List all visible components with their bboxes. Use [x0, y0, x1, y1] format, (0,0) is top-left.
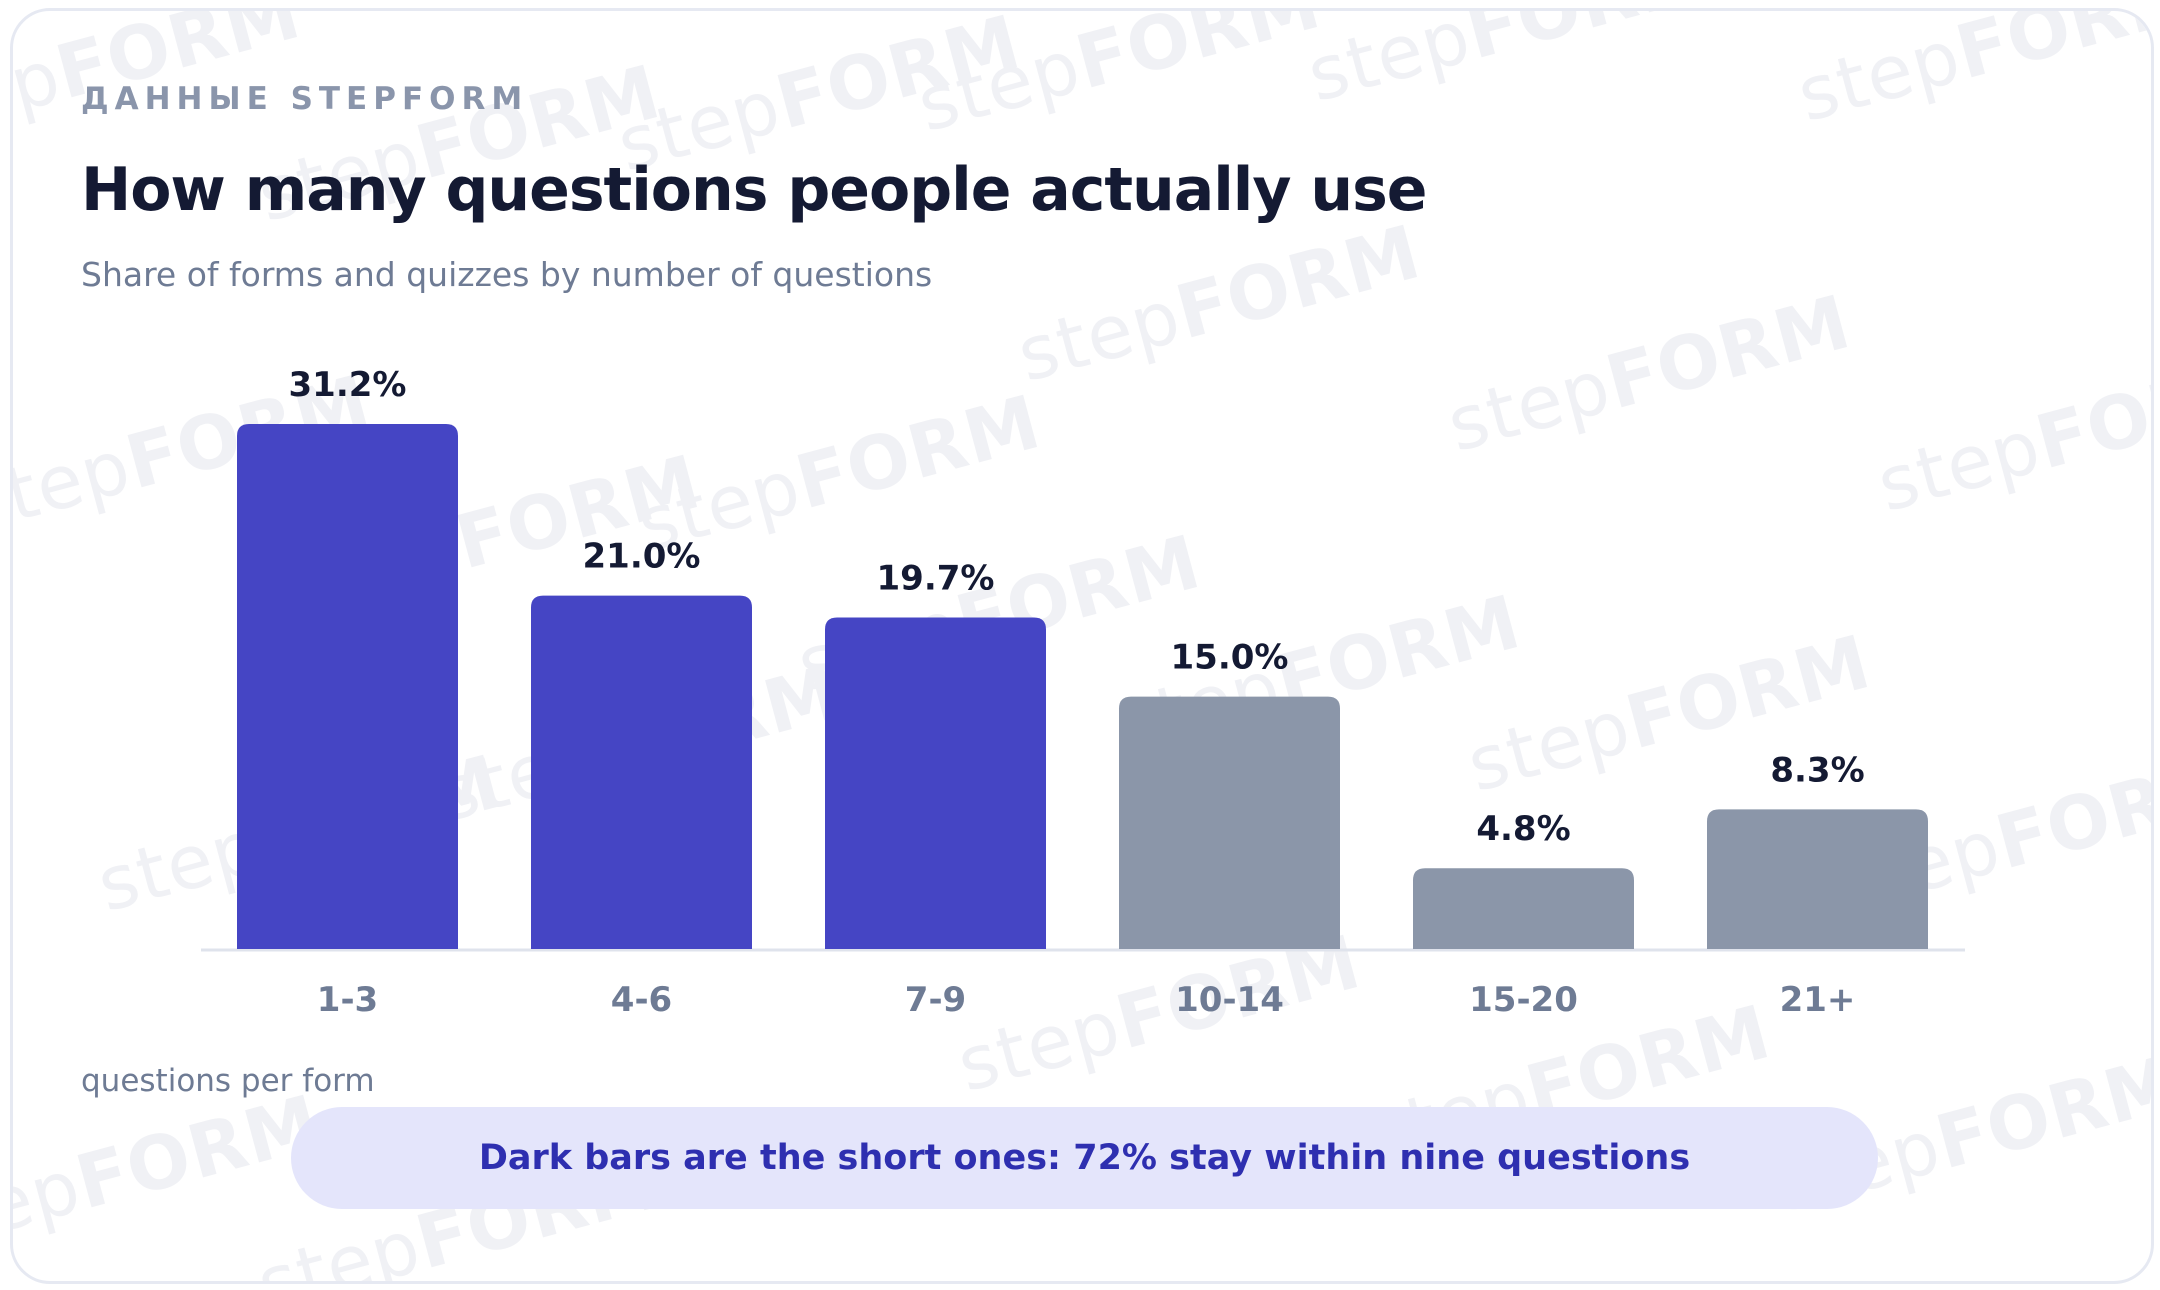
bar-15-20 — [1413, 868, 1634, 949]
chart-subtitle: Share of forms and quizzes by number of … — [81, 255, 933, 294]
bar-10-14 — [1119, 696, 1340, 949]
x-tick-label: 1-3 — [317, 980, 378, 1020]
bar-value-label: 4.8% — [1476, 809, 1570, 849]
bar-value-label: 19.7% — [877, 559, 995, 599]
x-tick-label: 7-9 — [905, 980, 966, 1020]
bar-4-6 — [531, 595, 752, 949]
eyebrow-label: ДАННЫЕ STEPFORM — [81, 81, 529, 117]
bar-1-3 — [237, 424, 458, 949]
x-tick-label: 10-14 — [1175, 980, 1284, 1020]
x-tick-label: 15-20 — [1469, 980, 1578, 1020]
bar-7-9 — [825, 617, 1046, 949]
x-tick-label: 21+ — [1780, 980, 1856, 1020]
x-tick-label: 4-6 — [611, 980, 672, 1020]
bar-value-label: 15.0% — [1171, 638, 1289, 678]
bar-value-label: 31.2% — [289, 365, 407, 405]
bar-value-label: 8.3% — [1770, 750, 1864, 790]
bar-21+ — [1707, 809, 1928, 949]
x-axis-label: questions per form — [81, 1063, 375, 1099]
chart-card: stepFORMstepFORMstepFORMstepFORMstepFORM… — [10, 8, 2154, 1284]
callout-text: Dark bars are the short ones: 72% stay w… — [478, 1138, 1691, 1178]
chart-title: How many questions people actually use — [81, 155, 1427, 225]
bar-value-label: 21.0% — [583, 537, 701, 577]
bar-chart: 31.2% 1-3 21.0% 4-6 19.7% 7-9 15.0% 10-14 4.8% 15… — [201, 365, 1965, 1020]
callout-banner: Dark bars are the short ones: 72% stay w… — [291, 1107, 1878, 1209]
watermark-logo: stepFORM — [10, 1079, 330, 1269]
